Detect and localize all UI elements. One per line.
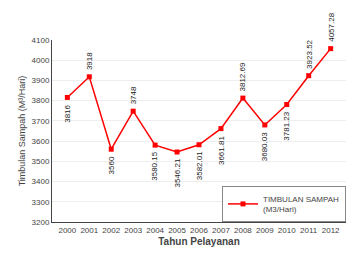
svg-text:4057.28: 4057.28 xyxy=(327,12,336,41)
svg-text:2002: 2002 xyxy=(102,226,120,235)
svg-text:3582.01: 3582.01 xyxy=(195,151,204,180)
svg-text:3500: 3500 xyxy=(32,157,50,166)
svg-text:2004: 2004 xyxy=(146,226,164,235)
svg-text:3700: 3700 xyxy=(32,117,50,126)
svg-text:2011: 2011 xyxy=(300,226,318,235)
svg-text:4100: 4100 xyxy=(32,36,50,45)
svg-text:3900: 3900 xyxy=(32,76,50,85)
svg-text:4000: 4000 xyxy=(32,56,50,65)
svg-text:TIMBULAN SAMPAH(M3/Hari): TIMBULAN SAMPAH(M3/Hari) xyxy=(263,195,339,214)
svg-text:2010: 2010 xyxy=(278,226,296,235)
svg-text:3812.69: 3812.69 xyxy=(238,62,247,91)
svg-text:2008: 2008 xyxy=(234,226,252,235)
svg-text:2001: 2001 xyxy=(80,226,98,235)
svg-text:3300: 3300 xyxy=(32,198,50,207)
svg-text:Timbulan Sampah (M³/Hari): Timbulan Sampah (M³/Hari) xyxy=(17,76,27,187)
svg-text:2000: 2000 xyxy=(58,226,76,235)
svg-text:3816: 3816 xyxy=(63,104,72,122)
svg-text:3680.03: 3680.03 xyxy=(260,132,269,161)
svg-text:2005: 2005 xyxy=(168,226,186,235)
svg-text:2007: 2007 xyxy=(212,226,230,235)
svg-text:3400: 3400 xyxy=(32,177,50,186)
svg-text:3560: 3560 xyxy=(107,156,116,174)
svg-text:3661.81: 3661.81 xyxy=(217,136,226,165)
svg-text:3781.23: 3781.23 xyxy=(282,111,291,140)
svg-text:3546.21: 3546.21 xyxy=(173,158,182,187)
svg-text:3800: 3800 xyxy=(32,96,50,105)
svg-text:3918: 3918 xyxy=(85,52,94,70)
svg-text:3600: 3600 xyxy=(32,137,50,146)
svg-text:3923.52: 3923.52 xyxy=(305,39,314,68)
svg-text:3200: 3200 xyxy=(32,218,50,227)
svg-text:2003: 2003 xyxy=(124,226,142,235)
svg-text:2009: 2009 xyxy=(256,226,274,235)
svg-text:Tahun Pelayanan: Tahun Pelayanan xyxy=(158,236,240,247)
svg-text:3580.15: 3580.15 xyxy=(150,151,159,180)
svg-text:2012: 2012 xyxy=(322,226,340,235)
svg-text:2006: 2006 xyxy=(190,226,208,235)
svg-text:3748: 3748 xyxy=(129,86,138,104)
